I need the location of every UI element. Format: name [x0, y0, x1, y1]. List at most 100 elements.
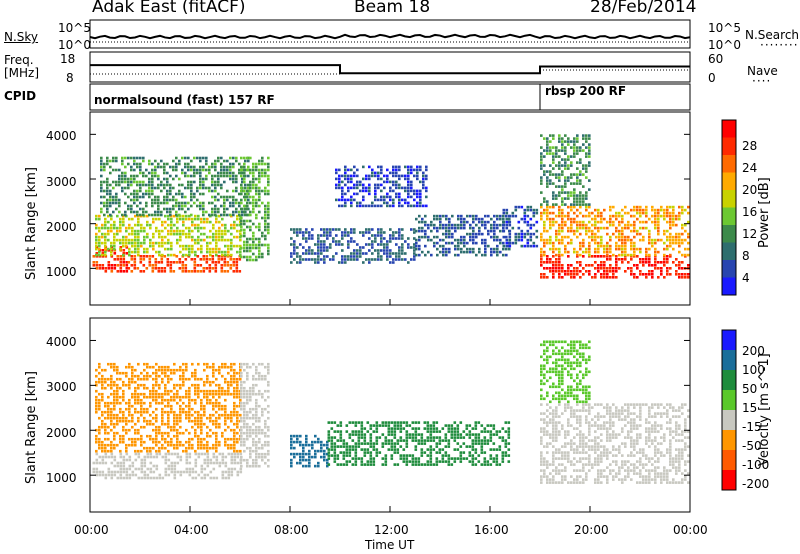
power-cell — [570, 276, 573, 279]
power-cell — [520, 205, 524, 209]
velocity-cell — [116, 413, 119, 417]
power-cell — [377, 252, 380, 255]
power-cell — [178, 207, 181, 211]
power-cell — [371, 168, 374, 172]
velocity-cell — [188, 419, 191, 423]
velocity-cell — [480, 448, 484, 451]
power-cell — [395, 237, 398, 240]
power-cell — [413, 255, 416, 258]
power-cell — [151, 174, 154, 178]
power-cell — [196, 189, 199, 193]
velocity-cell — [179, 443, 182, 447]
power-cell — [199, 270, 203, 273]
power-cell — [157, 162, 160, 166]
velocity-cell — [131, 425, 134, 429]
velocity-cell — [110, 362, 113, 366]
velocity-cell — [224, 455, 228, 459]
power-cell — [648, 264, 651, 267]
power-cell — [130, 168, 133, 172]
velocity-cell — [125, 422, 128, 426]
power-cell — [401, 228, 404, 231]
velocity-cell — [459, 451, 463, 454]
velocity-cell — [206, 374, 209, 378]
power-cell — [267, 189, 270, 193]
velocity-cell — [243, 437, 246, 441]
nsky-trace — [89, 33, 691, 40]
power-cell — [460, 241, 463, 245]
power-cell — [576, 149, 579, 152]
power-cell — [576, 194, 579, 197]
power-cell — [576, 176, 579, 179]
velocity-cell — [483, 457, 487, 460]
power-cell — [115, 201, 118, 205]
power-cell — [142, 180, 145, 184]
power-cell — [188, 217, 191, 221]
power-cell — [224, 223, 227, 227]
velocity-cell — [411, 421, 415, 424]
power-cell — [258, 189, 261, 193]
power-cell — [344, 234, 347, 237]
power-cell — [478, 247, 481, 251]
power-cell — [678, 235, 681, 239]
velocity-cell — [200, 443, 203, 447]
power-cell — [230, 232, 233, 236]
velocity-cell — [227, 470, 231, 474]
power-cell — [642, 261, 645, 264]
velocity-cell — [233, 377, 236, 381]
power-cell — [258, 159, 261, 163]
power-cell — [226, 198, 229, 202]
velocity-cell — [212, 389, 215, 393]
velocity-cell — [432, 436, 436, 439]
velocity-cell — [161, 419, 164, 423]
power-cell — [299, 258, 302, 261]
power-cell — [377, 186, 380, 190]
power-cell — [657, 214, 660, 218]
power-cell — [618, 220, 621, 224]
power-cell — [134, 235, 137, 239]
power-cell — [585, 208, 588, 212]
power-cell — [582, 173, 585, 176]
velocity-cell — [255, 392, 258, 396]
power-cell — [502, 226, 505, 230]
power-cell — [558, 264, 561, 267]
velocity-cell — [92, 470, 96, 474]
power-cell — [149, 223, 152, 227]
power-cell — [374, 249, 377, 252]
power-cell — [540, 134, 543, 137]
velocity-cell — [140, 401, 143, 405]
velocity-cell — [396, 439, 400, 442]
power-cell — [552, 273, 555, 276]
power-cell — [546, 152, 549, 155]
power-cell — [208, 201, 211, 205]
velocity-cell — [209, 416, 212, 420]
velocity-cell — [369, 436, 373, 439]
velocity-ytick-3000: 3000 — [46, 380, 77, 394]
power-cell — [561, 185, 564, 188]
velocity-cell — [125, 374, 128, 378]
velocity-cell — [173, 470, 177, 474]
power-cell — [145, 255, 149, 258]
velocity-cell — [450, 433, 454, 436]
power-cell — [579, 276, 582, 279]
velocity-cell — [456, 433, 460, 436]
power-cell — [229, 213, 232, 217]
velocity-cell — [110, 374, 113, 378]
power-cell — [558, 194, 561, 197]
power-cell — [386, 180, 389, 184]
power-cell — [669, 205, 672, 209]
power-cell — [149, 238, 152, 242]
velocity-cell — [261, 407, 264, 411]
power-cell — [184, 186, 187, 190]
power-cell — [579, 270, 582, 273]
power-cell — [573, 217, 576, 221]
power-cell — [460, 214, 463, 218]
velocity-cell — [215, 437, 218, 441]
power-cell — [202, 165, 205, 169]
power-cell — [424, 220, 427, 224]
velocity-cell — [236, 473, 240, 477]
velocity-cell — [249, 431, 252, 435]
velocity-cell — [125, 467, 129, 471]
power-cell — [203, 238, 206, 242]
power-cell — [335, 186, 338, 190]
power-cell — [308, 258, 311, 261]
